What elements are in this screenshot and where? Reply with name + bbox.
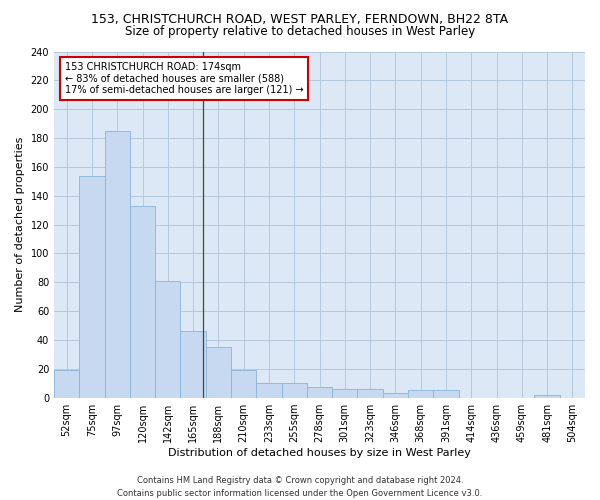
Bar	[281, 383, 307, 398]
Bar	[332, 389, 358, 398]
Bar	[130, 206, 155, 398]
Text: 153, CHRISTCHURCH ROAD, WEST PARLEY, FERNDOWN, BH22 8TA: 153, CHRISTCHURCH ROAD, WEST PARLEY, FER…	[91, 12, 509, 26]
Bar	[408, 390, 433, 398]
Bar	[181, 332, 206, 398]
Bar	[383, 394, 408, 398]
Text: Size of property relative to detached houses in West Parley: Size of property relative to detached ho…	[125, 25, 475, 38]
Bar	[231, 370, 256, 398]
Bar	[358, 389, 383, 398]
Text: 153 CHRISTCHURCH ROAD: 174sqm
← 83% of detached houses are smaller (588)
17% of : 153 CHRISTCHURCH ROAD: 174sqm ← 83% of d…	[65, 62, 303, 95]
Bar	[79, 176, 104, 398]
Bar	[206, 347, 231, 398]
Bar	[104, 131, 130, 398]
Bar	[54, 370, 79, 398]
X-axis label: Distribution of detached houses by size in West Parley: Distribution of detached houses by size …	[168, 448, 471, 458]
Bar	[433, 390, 458, 398]
Text: Contains HM Land Registry data © Crown copyright and database right 2024.
Contai: Contains HM Land Registry data © Crown c…	[118, 476, 482, 498]
Bar	[535, 394, 560, 398]
Bar	[155, 281, 181, 398]
Bar	[256, 383, 281, 398]
Bar	[307, 388, 332, 398]
Y-axis label: Number of detached properties: Number of detached properties	[15, 137, 25, 312]
